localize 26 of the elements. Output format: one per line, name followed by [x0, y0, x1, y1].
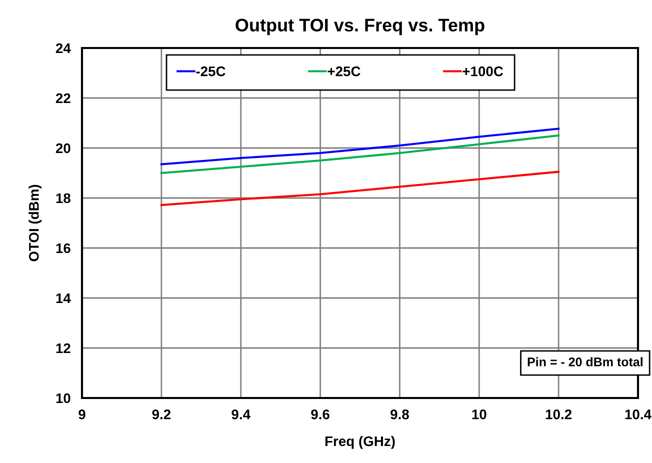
line-series: [160, 170, 560, 206]
x-tick-label: 9: [78, 409, 86, 420]
chart-title: Output TOI vs. Freq vs. Temp: [236, 18, 484, 36]
x-tick-label: 9.8: [390, 409, 409, 420]
y-tick-label: 20: [56, 143, 70, 154]
x-tick-label: 10: [472, 409, 486, 420]
y-tick-label: 10: [56, 393, 70, 404]
x-tick-label: 9.2: [152, 409, 171, 420]
legend-label: +100C: [462, 66, 504, 76]
y-axis-title: OTOI (dBm): [28, 184, 42, 262]
y-tick-label: 12: [56, 343, 70, 354]
annotation: Pin = - 20 dBm total: [528, 357, 642, 366]
y-tick-label: 18: [56, 193, 70, 204]
y-tick-label: 14: [56, 293, 71, 304]
y-tick-label: 24: [56, 43, 71, 54]
x-tick-label: 9.4: [232, 409, 250, 420]
x-axis-title: Freq (GHz): [325, 436, 395, 449]
line-series: [160, 134, 560, 174]
x-tick-label: 10.4: [625, 409, 652, 420]
line-series: [160, 128, 560, 166]
y-tick-label: 16: [56, 243, 70, 254]
legend-label: -25C: [196, 66, 226, 76]
x-tick-label: 10.2: [546, 409, 572, 420]
y-tick-label: 22: [56, 93, 70, 104]
x-tick-label: 9.6: [311, 409, 330, 420]
legend-label: +25C: [328, 66, 360, 76]
